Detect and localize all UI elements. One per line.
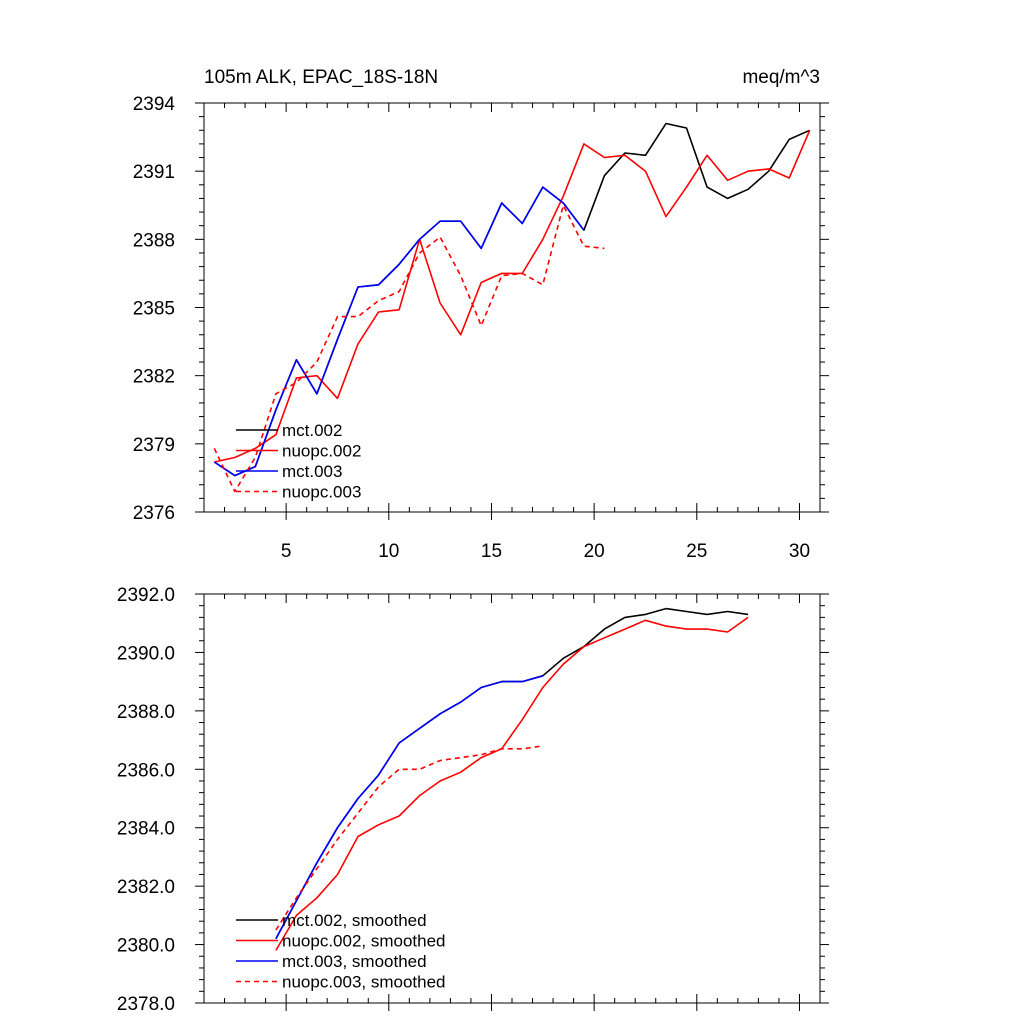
units-label: meq/m^3: [742, 67, 820, 88]
series-line-2: [214, 129, 811, 463]
y-tick-label: 2380.0: [117, 936, 175, 957]
x-tick-label: 25: [686, 541, 707, 562]
series-line-1: [275, 607, 749, 940]
x-tick-label: 20: [584, 541, 605, 562]
legend-label: nuopc.002, smoothed: [282, 932, 446, 951]
y-tick-label: 2382: [133, 367, 175, 388]
y-tick-label: 2376: [133, 503, 175, 524]
legend-label: mct.003, smoothed: [282, 952, 427, 971]
y-tick-label: 2391: [133, 162, 175, 183]
bottom-chart-panel: 2378.0 2380.0 2382.0 2384.0 2386.0 2388.0 2390…: [117, 585, 829, 1015]
chart-title: 105m ALK, EPAC_18S-18N: [204, 67, 438, 88]
legend-label: nuopc.002: [282, 442, 361, 461]
y-tick-label: 2378.0: [117, 994, 175, 1015]
x-tick-label: 10: [378, 541, 399, 562]
y-tick-label: 2385: [133, 299, 175, 320]
legend-label: nuopc.003: [282, 483, 361, 502]
y-tick-label: 2386.0: [117, 760, 175, 781]
series-line-4: [213, 204, 605, 493]
y-tick-label: 2390.0: [117, 643, 175, 664]
legend-label: mct.002: [282, 421, 342, 440]
series-line-3: [275, 675, 544, 940]
y-tick-label: 2382.0: [117, 877, 175, 898]
y-tick-label: 2388.0: [117, 702, 175, 723]
y-tick-label: 2388: [133, 230, 175, 251]
legend-label: mct.002, smoothed: [282, 911, 427, 930]
legend-label: nuopc.003, smoothed: [282, 973, 446, 992]
x-tick-label: 30: [789, 541, 810, 562]
y-tick-label: 2379: [133, 435, 175, 456]
series-line-2: [275, 616, 749, 951]
y-tick-label: 2384.0: [117, 819, 175, 840]
y-tick-label: 2394: [133, 94, 176, 115]
x-tick-label: 15: [481, 541, 502, 562]
y-tick-label: 2392.0: [117, 585, 175, 606]
x-tick-label: 5: [281, 541, 292, 562]
top-chart-panel: 105m ALK, EPAC_18S-18N meq/m^3 5 10 15 20 25…: [133, 67, 829, 562]
legend-label: mct.003: [282, 462, 342, 481]
series-line-4: [275, 745, 543, 931]
series-line-3: [213, 186, 585, 477]
